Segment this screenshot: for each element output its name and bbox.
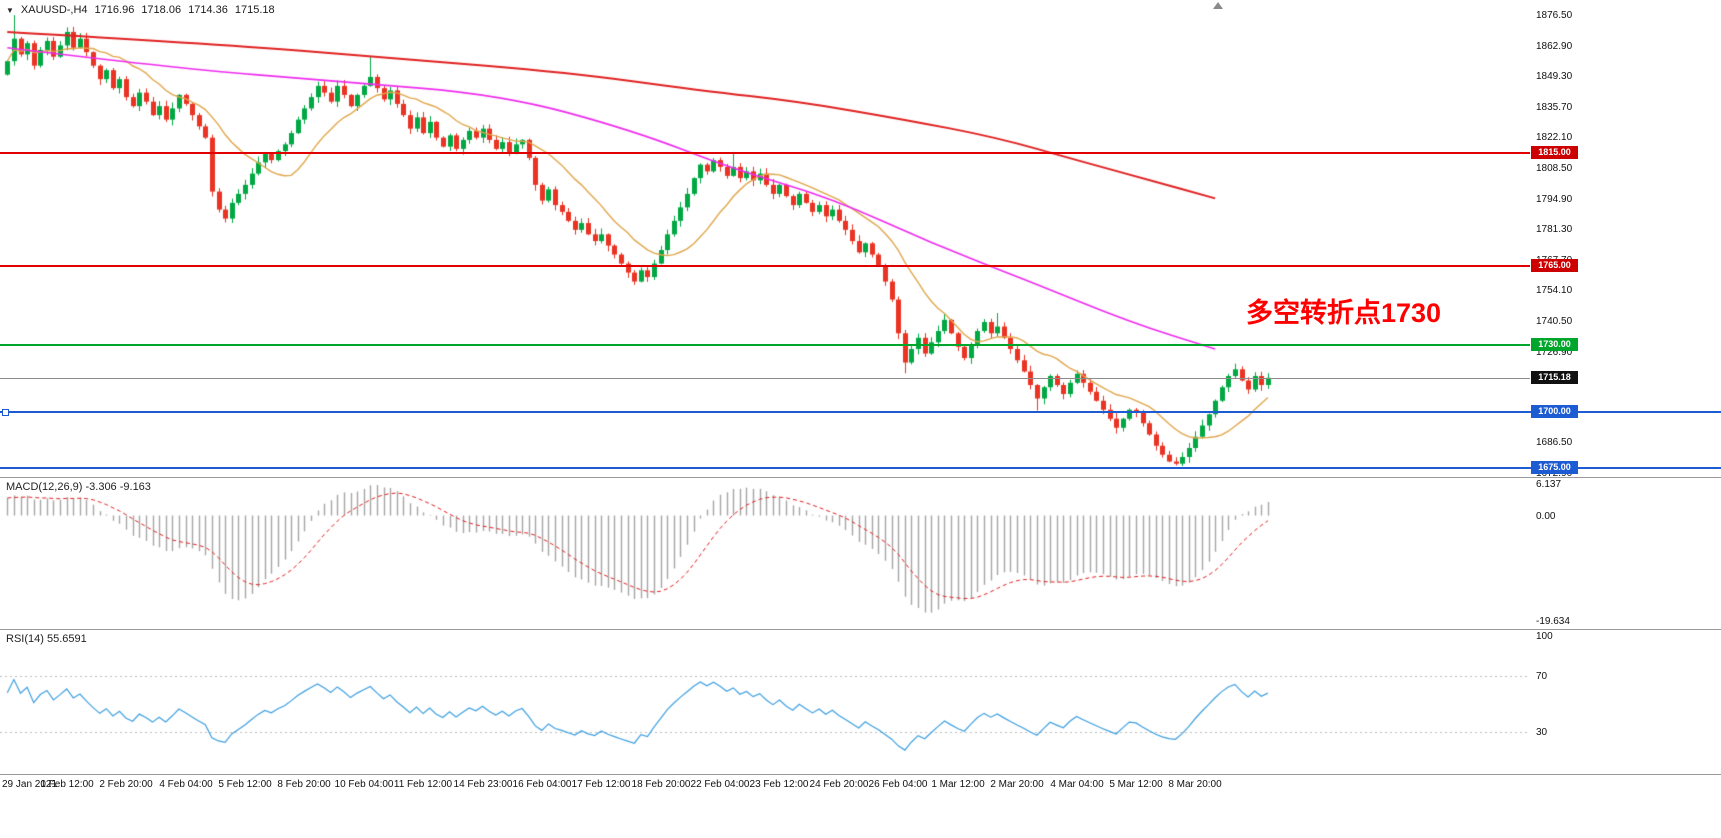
- macd-values: -3.306 -9.163: [85, 481, 151, 493]
- time-tick-label: 16 Feb 04:00: [512, 779, 572, 790]
- price-tick-label: 1862.90: [1536, 41, 1573, 52]
- rsi-label: RSI(14) 55.6591: [6, 633, 87, 645]
- time-tick-label: 8 Mar 20:00: [1168, 779, 1222, 790]
- macd-scale-label: -19.634: [1536, 616, 1570, 627]
- price-tick-label: 1876.50: [1536, 10, 1573, 21]
- macd-scale-label: 6.137: [1536, 479, 1562, 490]
- ohlc-header: ▼ XAUUSD-,H4 1716.96 1718.06 1714.36 171…: [6, 4, 275, 16]
- macd-label: MACD(12,26,9) -3.306 -9.163: [6, 481, 151, 493]
- rsi-scale-label: 100: [1536, 631, 1553, 642]
- time-tick-label: 23 Feb 12:00: [749, 779, 809, 790]
- time-tick-label: 5 Feb 12:00: [218, 779, 272, 790]
- price-tick-label: 1740.50: [1536, 316, 1573, 327]
- low-value: 1714.36: [188, 4, 228, 16]
- high-value: 1718.06: [141, 4, 182, 16]
- price-level-line-1765.00[interactable]: [0, 265, 1530, 267]
- time-tick-label: 4 Feb 04:00: [159, 779, 213, 790]
- rsi-name: RSI(14): [6, 633, 44, 645]
- symbol-menu-icon[interactable]: ▼: [6, 5, 14, 15]
- time-tick-label: 17 Feb 12:00: [571, 779, 631, 790]
- time-tick-label: 10 Feb 04:00: [334, 779, 394, 790]
- price-level-tag-1675.00: 1675.00: [1531, 461, 1578, 474]
- price-scale[interactable]: 1876.50 1862.90 1849.30 1835.70 1822.10 1808.…: [1530, 0, 1721, 775]
- close-value: 1715.18: [234, 4, 275, 16]
- price-tick-label: 1726.90: [1536, 347, 1573, 358]
- price-level-tag-1815.00: 1815.00: [1531, 146, 1578, 159]
- annotation-text[interactable]: 多空转折点1730: [1246, 298, 1442, 328]
- price-level-line-1815.00[interactable]: [0, 152, 1530, 154]
- rsi-scale-label: 70: [1536, 671, 1548, 682]
- price-level-line-1700.00[interactable]: [0, 411, 1721, 413]
- price-level-tag-1765.00: 1765.00: [1531, 259, 1578, 272]
- price-tick-label: 1808.50: [1536, 163, 1573, 174]
- price-level-tag-1700.00: 1700.00: [1531, 405, 1578, 418]
- price-tick-label: 1794.90: [1536, 194, 1573, 205]
- time-tick-label: 5 Mar 12:00: [1109, 779, 1163, 790]
- price-tick-label: 1849.30: [1536, 71, 1573, 82]
- rsi-value: 55.6591: [46, 633, 87, 645]
- pane-separator-price-macd[interactable]: [0, 477, 1721, 478]
- time-tick-label: 8 Feb 20:00: [277, 779, 331, 790]
- time-tick-label: 2 Mar 20:00: [990, 779, 1044, 790]
- price-level-tag-1715.18: 1715.18: [1531, 371, 1578, 384]
- time-tick-label: 18 Feb 20:00: [631, 779, 691, 790]
- time-scale[interactable]: 29 Jan 2021 1 Feb 12:00 2 Feb 20:00 4 Feb 0…: [0, 775, 1721, 799]
- price-tick-label: 1835.70: [1536, 102, 1573, 113]
- price-tick-label: 1781.30: [1536, 224, 1573, 235]
- price-tick-label: 1754.10: [1536, 285, 1573, 296]
- pane-separator-macd-rsi[interactable]: [0, 629, 1721, 630]
- symbol-timeframe-label: XAUUSD-,H4: [20, 4, 88, 16]
- price-tick-label: 1686.50: [1536, 437, 1573, 448]
- time-tick-label: 14 Feb 23:00: [453, 779, 513, 790]
- time-tick-label: 1 Feb 12:00: [40, 779, 94, 790]
- price-level-line-1675.00[interactable]: [0, 467, 1721, 469]
- rsi-scale-label: 30: [1536, 727, 1548, 738]
- price-level-tag-1730.00: 1730.00: [1531, 338, 1578, 351]
- open-value: 1716.96: [94, 4, 135, 16]
- time-tick-label: 4 Mar 04:00: [1050, 779, 1104, 790]
- time-tick-label: 29 Jan 2021: [2, 779, 58, 790]
- time-tick-label: 26 Feb 04:00: [868, 779, 928, 790]
- macd-name: MACD(12,26,9): [6, 481, 83, 493]
- time-tick-label: 1 Mar 12:00: [931, 779, 985, 790]
- price-level-line-1730.00[interactable]: [0, 344, 1530, 346]
- time-tick-label: 11 Feb 12:00: [393, 779, 453, 790]
- chart-shift-marker-icon[interactable]: [1213, 2, 1223, 9]
- time-tick-label: 2 Feb 20:00: [99, 779, 153, 790]
- price-tick-label: 1822.10: [1536, 132, 1573, 143]
- line-drag-handle[interactable]: [2, 409, 9, 416]
- macd-scale-label: 0.00: [1536, 511, 1556, 522]
- time-tick-label: 22 Feb 04:00: [690, 779, 750, 790]
- pane-separator-rsi-axis[interactable]: [0, 774, 1721, 775]
- price-level-line-1715.18[interactable]: [0, 378, 1530, 379]
- time-tick-label: 24 Feb 20:00: [809, 779, 869, 790]
